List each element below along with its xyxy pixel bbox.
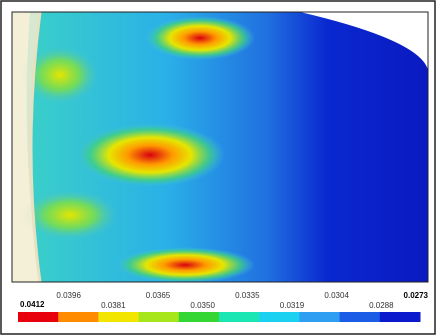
- screenshot: 0.0412 0.0396 0.0381 0.0365 0.0350 0.0335 0.03…: [0, 0, 436, 335]
- legend-swatch: [259, 312, 300, 322]
- legend-swatch: [98, 312, 139, 322]
- legend-label: 0.0365: [146, 291, 171, 300]
- legend-label: 0.0319: [280, 301, 305, 310]
- legend-label: 0.0381: [101, 301, 126, 310]
- legend-label: 0.0412: [20, 300, 45, 309]
- legend-label: 0.0304: [324, 291, 349, 300]
- page: {"legend": { "labels": ["0.0412", "0.039…: [0, 0, 436, 335]
- legend-label: 0.0273: [404, 291, 429, 300]
- legend-swatch: [179, 312, 220, 322]
- legend-label: 0.0288: [369, 301, 394, 310]
- contour-plot: [12, 12, 428, 283]
- legend-swatch: [299, 312, 340, 322]
- legend-label: 0.0396: [56, 291, 81, 300]
- legend-swatch: [139, 312, 180, 322]
- legend-swatch: [18, 312, 59, 322]
- legend-swatch: [58, 312, 99, 322]
- legend-swatch: [219, 312, 260, 322]
- legend-swatch: [380, 312, 421, 322]
- legend-swatch: [340, 312, 381, 322]
- legend-label: 0.0350: [190, 301, 215, 310]
- legend-label: 0.0335: [235, 291, 260, 300]
